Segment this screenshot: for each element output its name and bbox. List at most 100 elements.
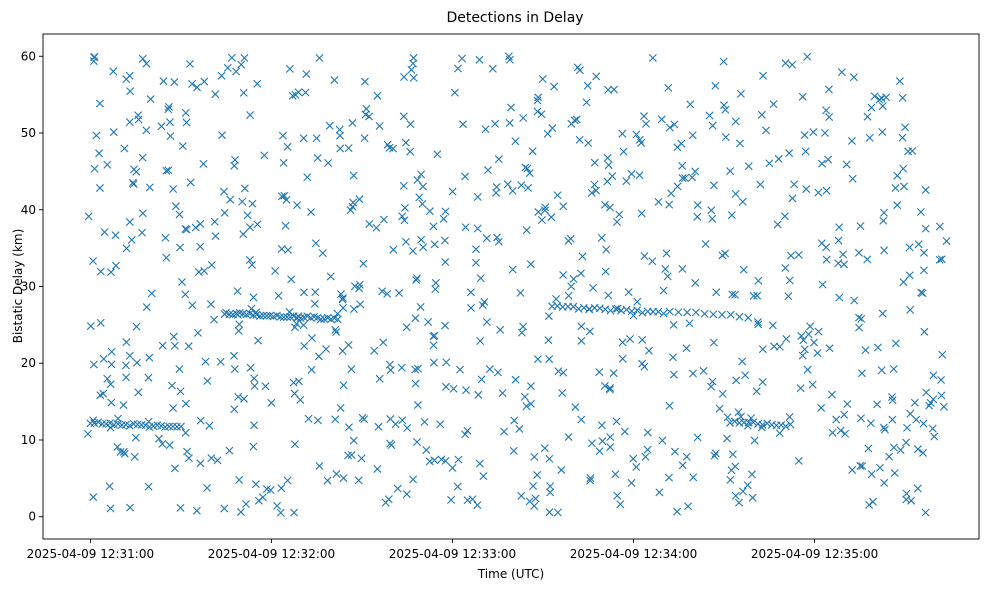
data-point bbox=[890, 469, 899, 478]
data-point bbox=[618, 354, 627, 363]
data-point bbox=[477, 375, 486, 384]
data-point bbox=[567, 282, 576, 291]
data-point bbox=[734, 408, 743, 417]
data-point bbox=[281, 221, 290, 230]
data-point bbox=[825, 113, 834, 122]
data-point bbox=[519, 113, 528, 122]
data-point bbox=[300, 342, 309, 351]
data-point bbox=[234, 326, 243, 335]
data-point bbox=[511, 375, 520, 384]
data-point bbox=[175, 365, 184, 374]
data-point bbox=[818, 280, 827, 289]
data-point bbox=[758, 345, 767, 354]
data-point bbox=[856, 461, 865, 470]
data-point bbox=[877, 366, 886, 375]
data-point bbox=[176, 422, 185, 431]
data-point bbox=[618, 129, 627, 138]
data-point bbox=[592, 72, 601, 81]
data-point bbox=[857, 314, 866, 323]
data-point bbox=[276, 312, 285, 321]
y-axis-label: Bistatic Delay (km) bbox=[11, 229, 25, 344]
data-point bbox=[119, 447, 128, 456]
data-point bbox=[193, 328, 202, 337]
data-point bbox=[507, 103, 515, 112]
data-point bbox=[333, 315, 342, 324]
data-point bbox=[765, 159, 774, 168]
data-point bbox=[541, 206, 550, 215]
data-point bbox=[176, 387, 185, 396]
data-point bbox=[223, 63, 232, 72]
data-point bbox=[739, 265, 748, 274]
data-point bbox=[669, 353, 677, 362]
data-point bbox=[125, 71, 134, 80]
data-point bbox=[119, 401, 128, 410]
data-point bbox=[122, 338, 131, 347]
data-point bbox=[500, 427, 509, 436]
data-point bbox=[301, 88, 310, 97]
data-point bbox=[663, 272, 672, 281]
data-point bbox=[785, 412, 794, 421]
data-point bbox=[447, 495, 456, 504]
data-point bbox=[219, 187, 228, 196]
data-point bbox=[880, 478, 889, 487]
data-point bbox=[691, 308, 700, 317]
data-point bbox=[205, 421, 214, 430]
data-point bbox=[814, 188, 823, 197]
data-point bbox=[727, 211, 736, 220]
data-point bbox=[401, 138, 410, 147]
data-point bbox=[866, 419, 875, 428]
data-point bbox=[900, 182, 909, 191]
y-tick-label: 60 bbox=[21, 49, 36, 63]
data-point bbox=[827, 390, 836, 399]
data-point bbox=[315, 54, 324, 62]
data-point bbox=[928, 424, 937, 433]
data-point bbox=[711, 81, 720, 90]
data-point bbox=[276, 508, 285, 517]
data-point bbox=[757, 110, 766, 119]
data-point bbox=[383, 289, 392, 298]
data-point bbox=[178, 142, 187, 151]
data-point bbox=[356, 300, 365, 309]
data-point bbox=[449, 384, 458, 393]
data-point bbox=[474, 390, 483, 399]
data-point bbox=[788, 60, 797, 69]
data-point bbox=[781, 263, 790, 272]
data-point bbox=[854, 248, 863, 257]
data-point bbox=[273, 501, 282, 510]
data-point bbox=[374, 422, 383, 431]
data-point bbox=[210, 217, 219, 226]
data-point bbox=[250, 374, 259, 383]
data-point bbox=[682, 344, 691, 353]
data-point bbox=[803, 365, 812, 374]
data-point bbox=[530, 452, 539, 461]
data-point bbox=[165, 441, 174, 450]
data-point bbox=[284, 245, 293, 254]
data-point bbox=[721, 133, 730, 142]
data-point bbox=[339, 474, 348, 483]
data-point bbox=[781, 59, 790, 68]
data-point bbox=[849, 73, 858, 82]
data-point bbox=[919, 448, 928, 457]
data-point bbox=[134, 115, 143, 124]
data-point bbox=[175, 210, 184, 219]
data-point bbox=[397, 363, 406, 372]
data-point bbox=[403, 423, 412, 432]
data-point bbox=[393, 484, 402, 493]
data-point bbox=[908, 147, 917, 155]
data-point bbox=[548, 124, 557, 133]
data-point bbox=[398, 416, 407, 425]
data-point bbox=[935, 255, 944, 264]
data-point bbox=[891, 339, 900, 348]
data-point bbox=[572, 115, 581, 124]
data-point bbox=[922, 388, 931, 397]
data-point bbox=[794, 456, 803, 465]
data-point bbox=[385, 143, 394, 152]
data-point bbox=[545, 508, 554, 517]
data-point bbox=[239, 88, 248, 97]
data-point bbox=[763, 419, 772, 428]
data-point bbox=[145, 353, 154, 362]
data-point bbox=[448, 463, 457, 472]
data-point bbox=[731, 491, 740, 500]
data-point bbox=[863, 255, 872, 264]
